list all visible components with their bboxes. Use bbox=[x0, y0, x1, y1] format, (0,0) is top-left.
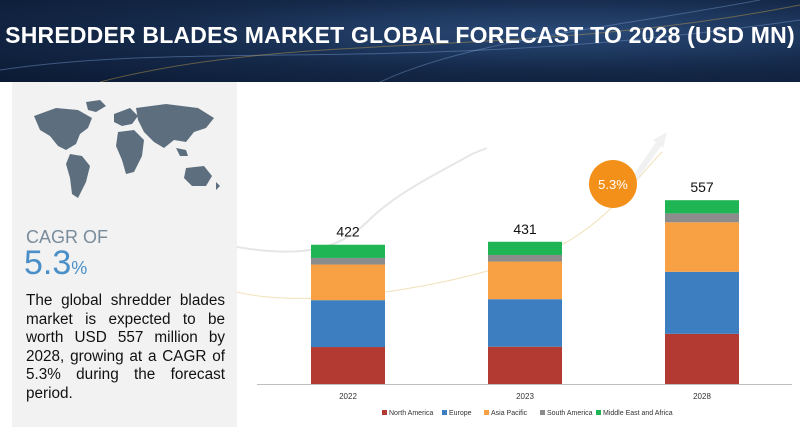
bar-segment-south-america-2028 bbox=[665, 213, 739, 223]
stacked-bar-chart: 422 2022 431 2023 557 2028 5.3% North America Eu… bbox=[237, 132, 792, 417]
legend-label-north-america: North America bbox=[389, 410, 433, 417]
cagr-label: CAGR OF bbox=[26, 227, 109, 247]
growth-arrow-head bbox=[653, 132, 667, 148]
cagr-bubble-label: 5.3% bbox=[598, 177, 628, 192]
cagr-unit: % bbox=[71, 258, 88, 278]
legend-label-south-america: South America bbox=[547, 410, 593, 417]
world-map-icon bbox=[34, 100, 220, 198]
legend-swatch-europe bbox=[442, 410, 447, 415]
legend-swatch-north-america bbox=[382, 410, 387, 415]
legend-swatch-middle-east-and-africa bbox=[596, 410, 601, 415]
legend-swatch-asia-pacific bbox=[484, 410, 489, 415]
bar-segment-europe-2023 bbox=[488, 299, 562, 347]
x-tick-label-2028: 2028 bbox=[693, 392, 711, 401]
bar-segment-south-america-2022 bbox=[311, 257, 385, 265]
cagr-bubble bbox=[589, 160, 637, 208]
x-tick-label-2023: 2023 bbox=[516, 392, 534, 401]
bar-segment-north-america-2023 bbox=[488, 346, 562, 384]
legend-label-europe: Europe bbox=[449, 410, 472, 417]
legend-label-asia-pacific: Asia Pacific bbox=[491, 410, 528, 417]
bar-segment-middle-east-and-africa-2023 bbox=[488, 241, 562, 255]
x-tick-label-2022: 2022 bbox=[339, 392, 357, 401]
summary-panel: CAGR OF 5.3% The global shredder blades … bbox=[12, 82, 237, 427]
legend-label-middle-east-and-africa: Middle East and Africa bbox=[603, 410, 673, 417]
page-title: SHREDDER BLADES MARKET GLOBAL FORECAST T… bbox=[5, 22, 795, 48]
bar-segment-north-america-2028 bbox=[665, 333, 739, 384]
bar-segment-south-america-2023 bbox=[488, 254, 562, 262]
data-label-total-2028: 557 bbox=[690, 179, 714, 195]
header-banner: SHREDDER BLADES MARKET GLOBAL FORECAST T… bbox=[0, 0, 800, 82]
bar-segment-middle-east-and-africa-2028 bbox=[665, 200, 739, 214]
bar-segment-europe-2028 bbox=[665, 271, 739, 334]
bar-segment-asia-pacific-2028 bbox=[665, 222, 739, 272]
bar-segment-asia-pacific-2022 bbox=[311, 264, 385, 301]
bar-segment-north-america-2022 bbox=[311, 347, 385, 384]
summary-text: The global shredder blades market is exp… bbox=[26, 292, 225, 402]
bar-segment-asia-pacific-2023 bbox=[488, 261, 562, 300]
data-label-total-2022: 422 bbox=[336, 224, 360, 240]
bar-segment-europe-2022 bbox=[311, 300, 385, 348]
bar-segment-middle-east-and-africa-2022 bbox=[311, 244, 385, 258]
data-label-total-2023: 431 bbox=[513, 221, 537, 237]
legend-swatch-south-america bbox=[540, 410, 545, 415]
trend-curve bbox=[237, 147, 488, 253]
cagr-number: 5.3 bbox=[24, 244, 72, 282]
banner-light-streaks bbox=[0, 0, 800, 82]
cagr-value: 5.3% bbox=[24, 244, 87, 283]
